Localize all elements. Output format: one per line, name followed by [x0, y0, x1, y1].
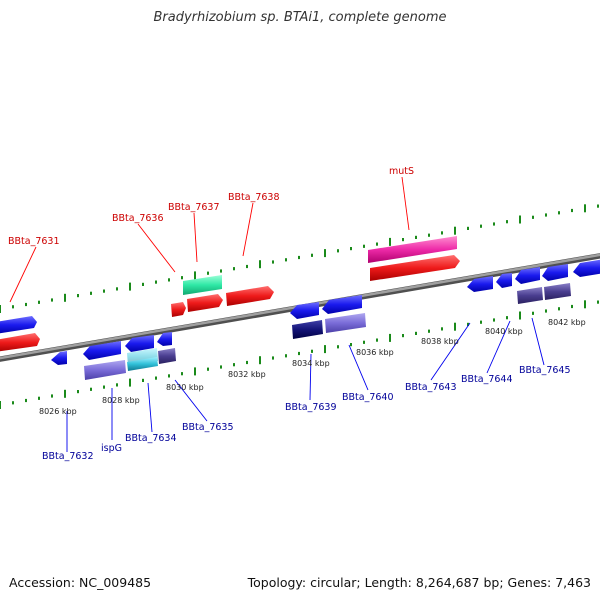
- gene-label[interactable]: BBta_7634: [125, 433, 177, 444]
- kbp-label: 8026 kbp: [39, 407, 77, 416]
- gene-arrow[interactable]: [467, 276, 493, 292]
- accession-text: Accession: NC_009485: [9, 575, 152, 590]
- forward-genes: [0, 236, 460, 352]
- gene-label[interactable]: BBta_7636: [112, 213, 164, 224]
- forward-gene-labels: BBta_7631 BBta_7636 BBta_7637 BBta_7638 …: [8, 166, 414, 247]
- gene-arrow[interactable]: [187, 294, 223, 312]
- gene-label[interactable]: BBta_7632: [42, 451, 94, 462]
- gene-label[interactable]: BBta_7645: [519, 365, 571, 376]
- gene-label[interactable]: mutS: [389, 166, 414, 177]
- kbp-label: 8030 kbp: [166, 383, 204, 392]
- gene-label[interactable]: BBta_7638: [228, 192, 280, 203]
- kbp-labels: 8026 kbp 8028 kbp 8030 kbp 8032 kbp 8034…: [39, 318, 586, 416]
- genome-summary: Topology: circular; Length: 8,264,687 bp…: [247, 575, 591, 590]
- gene-arrow[interactable]: [370, 255, 460, 281]
- gene-arrow[interactable]: [51, 351, 67, 365]
- gene-label[interactable]: BBta_7640: [342, 392, 394, 403]
- gene-arrow[interactable]: [226, 286, 274, 306]
- kbp-label: 8040 kbp: [485, 327, 523, 336]
- reverse-gene-labels: BBta_7632 ispG BBta_7634 BBta_7635 BBta_…: [42, 365, 571, 462]
- gene-arrow[interactable]: [157, 332, 172, 346]
- reverse-leader-lines: [66, 317, 545, 452]
- reverse-genes: [51, 259, 600, 380]
- gene-arrow[interactable]: [83, 341, 121, 360]
- kbp-label: 8028 kbp: [102, 396, 140, 405]
- gene-label[interactable]: BBta_7643: [405, 382, 457, 393]
- gene-label[interactable]: BBta_7635: [182, 422, 234, 433]
- gene-arrow[interactable]: [125, 335, 154, 352]
- gene-arrow[interactable]: [368, 236, 457, 263]
- gene-arrow[interactable]: [322, 295, 362, 314]
- gene-arrow[interactable]: [127, 357, 158, 371]
- gene-arrow[interactable]: [515, 267, 540, 284]
- gene-label[interactable]: BBta_7639: [285, 402, 337, 413]
- gene-label[interactable]: BBta_7644: [461, 374, 513, 385]
- gene-arrow[interactable]: [542, 264, 568, 281]
- forward-leader-lines: [9, 176, 410, 303]
- kbp-label: 8036 kbp: [356, 348, 394, 357]
- kbp-label: 8042 kbp: [548, 318, 586, 327]
- page-title: Bradyrhizobium sp. BTAi1, complete genom…: [153, 10, 447, 25]
- gene-arrow[interactable]: [325, 313, 366, 333]
- gene-arrow[interactable]: [292, 320, 323, 339]
- kbp-label: 8038 kbp: [421, 337, 459, 346]
- gene-arrow[interactable]: [573, 259, 600, 277]
- tick-rows: [0, 204, 599, 409]
- gene-arrow[interactable]: [84, 360, 126, 380]
- kbp-label: 8034 kbp: [292, 359, 330, 368]
- gene-arrow[interactable]: [496, 273, 512, 288]
- gene-arrow[interactable]: [171, 302, 186, 317]
- gene-arrow[interactable]: [290, 302, 319, 319]
- kbp-label: 8032 kbp: [228, 370, 266, 379]
- gene-label[interactable]: BBta_7631: [8, 236, 60, 247]
- gene-arrow[interactable]: [0, 333, 40, 352]
- gene-arrow[interactable]: [517, 287, 543, 304]
- gene-label[interactable]: BBta_7637: [168, 202, 220, 213]
- gene-arrow[interactable]: [158, 348, 176, 364]
- gene-label[interactable]: ispG: [101, 443, 122, 454]
- gene-arrow[interactable]: [0, 316, 37, 334]
- gene-arrow[interactable]: [183, 275, 222, 295]
- gene-arrow[interactable]: [544, 283, 571, 300]
